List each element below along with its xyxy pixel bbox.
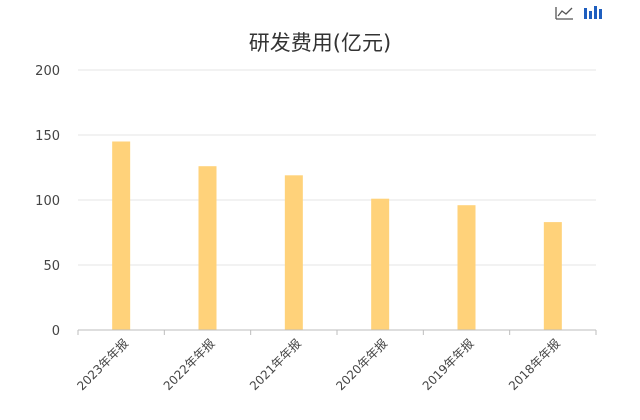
y-tick-label: 200 [35, 64, 60, 79]
x-tick-label: 2021年年报 [246, 336, 304, 394]
bar[interactable] [284, 175, 303, 330]
x-tick-label: 2019年年报 [419, 336, 477, 394]
grid-lines [78, 69, 596, 266]
y-tick-label: 50 [43, 259, 60, 274]
line-chart-icon[interactable] [552, 4, 574, 22]
x-tick-label: 2018年年报 [505, 336, 563, 394]
y-tick-label: 0 [52, 324, 60, 339]
x-tick-label: 2022年年报 [160, 336, 218, 394]
y-axis-ticks: 0 50 100 150 200 [35, 64, 60, 339]
bar[interactable] [543, 222, 562, 330]
bar[interactable] [112, 141, 131, 331]
bar-chart-icon[interactable] [580, 4, 602, 22]
x-tick-label: 2020年年报 [333, 336, 391, 394]
chart-title: 研发费用(亿元) [249, 31, 391, 55]
y-tick-label: 150 [35, 129, 60, 144]
bar[interactable] [457, 205, 476, 330]
bar[interactable] [198, 166, 217, 330]
y-tick-label: 100 [35, 194, 60, 209]
bar[interactable] [371, 198, 390, 330]
bars [112, 141, 562, 331]
x-tick-label: 2023年年报 [74, 336, 132, 394]
x-axis-ticks: 2023年年报 2022年年报 2021年年报 2020年年报 2019年年报 2018年… [74, 330, 597, 394]
